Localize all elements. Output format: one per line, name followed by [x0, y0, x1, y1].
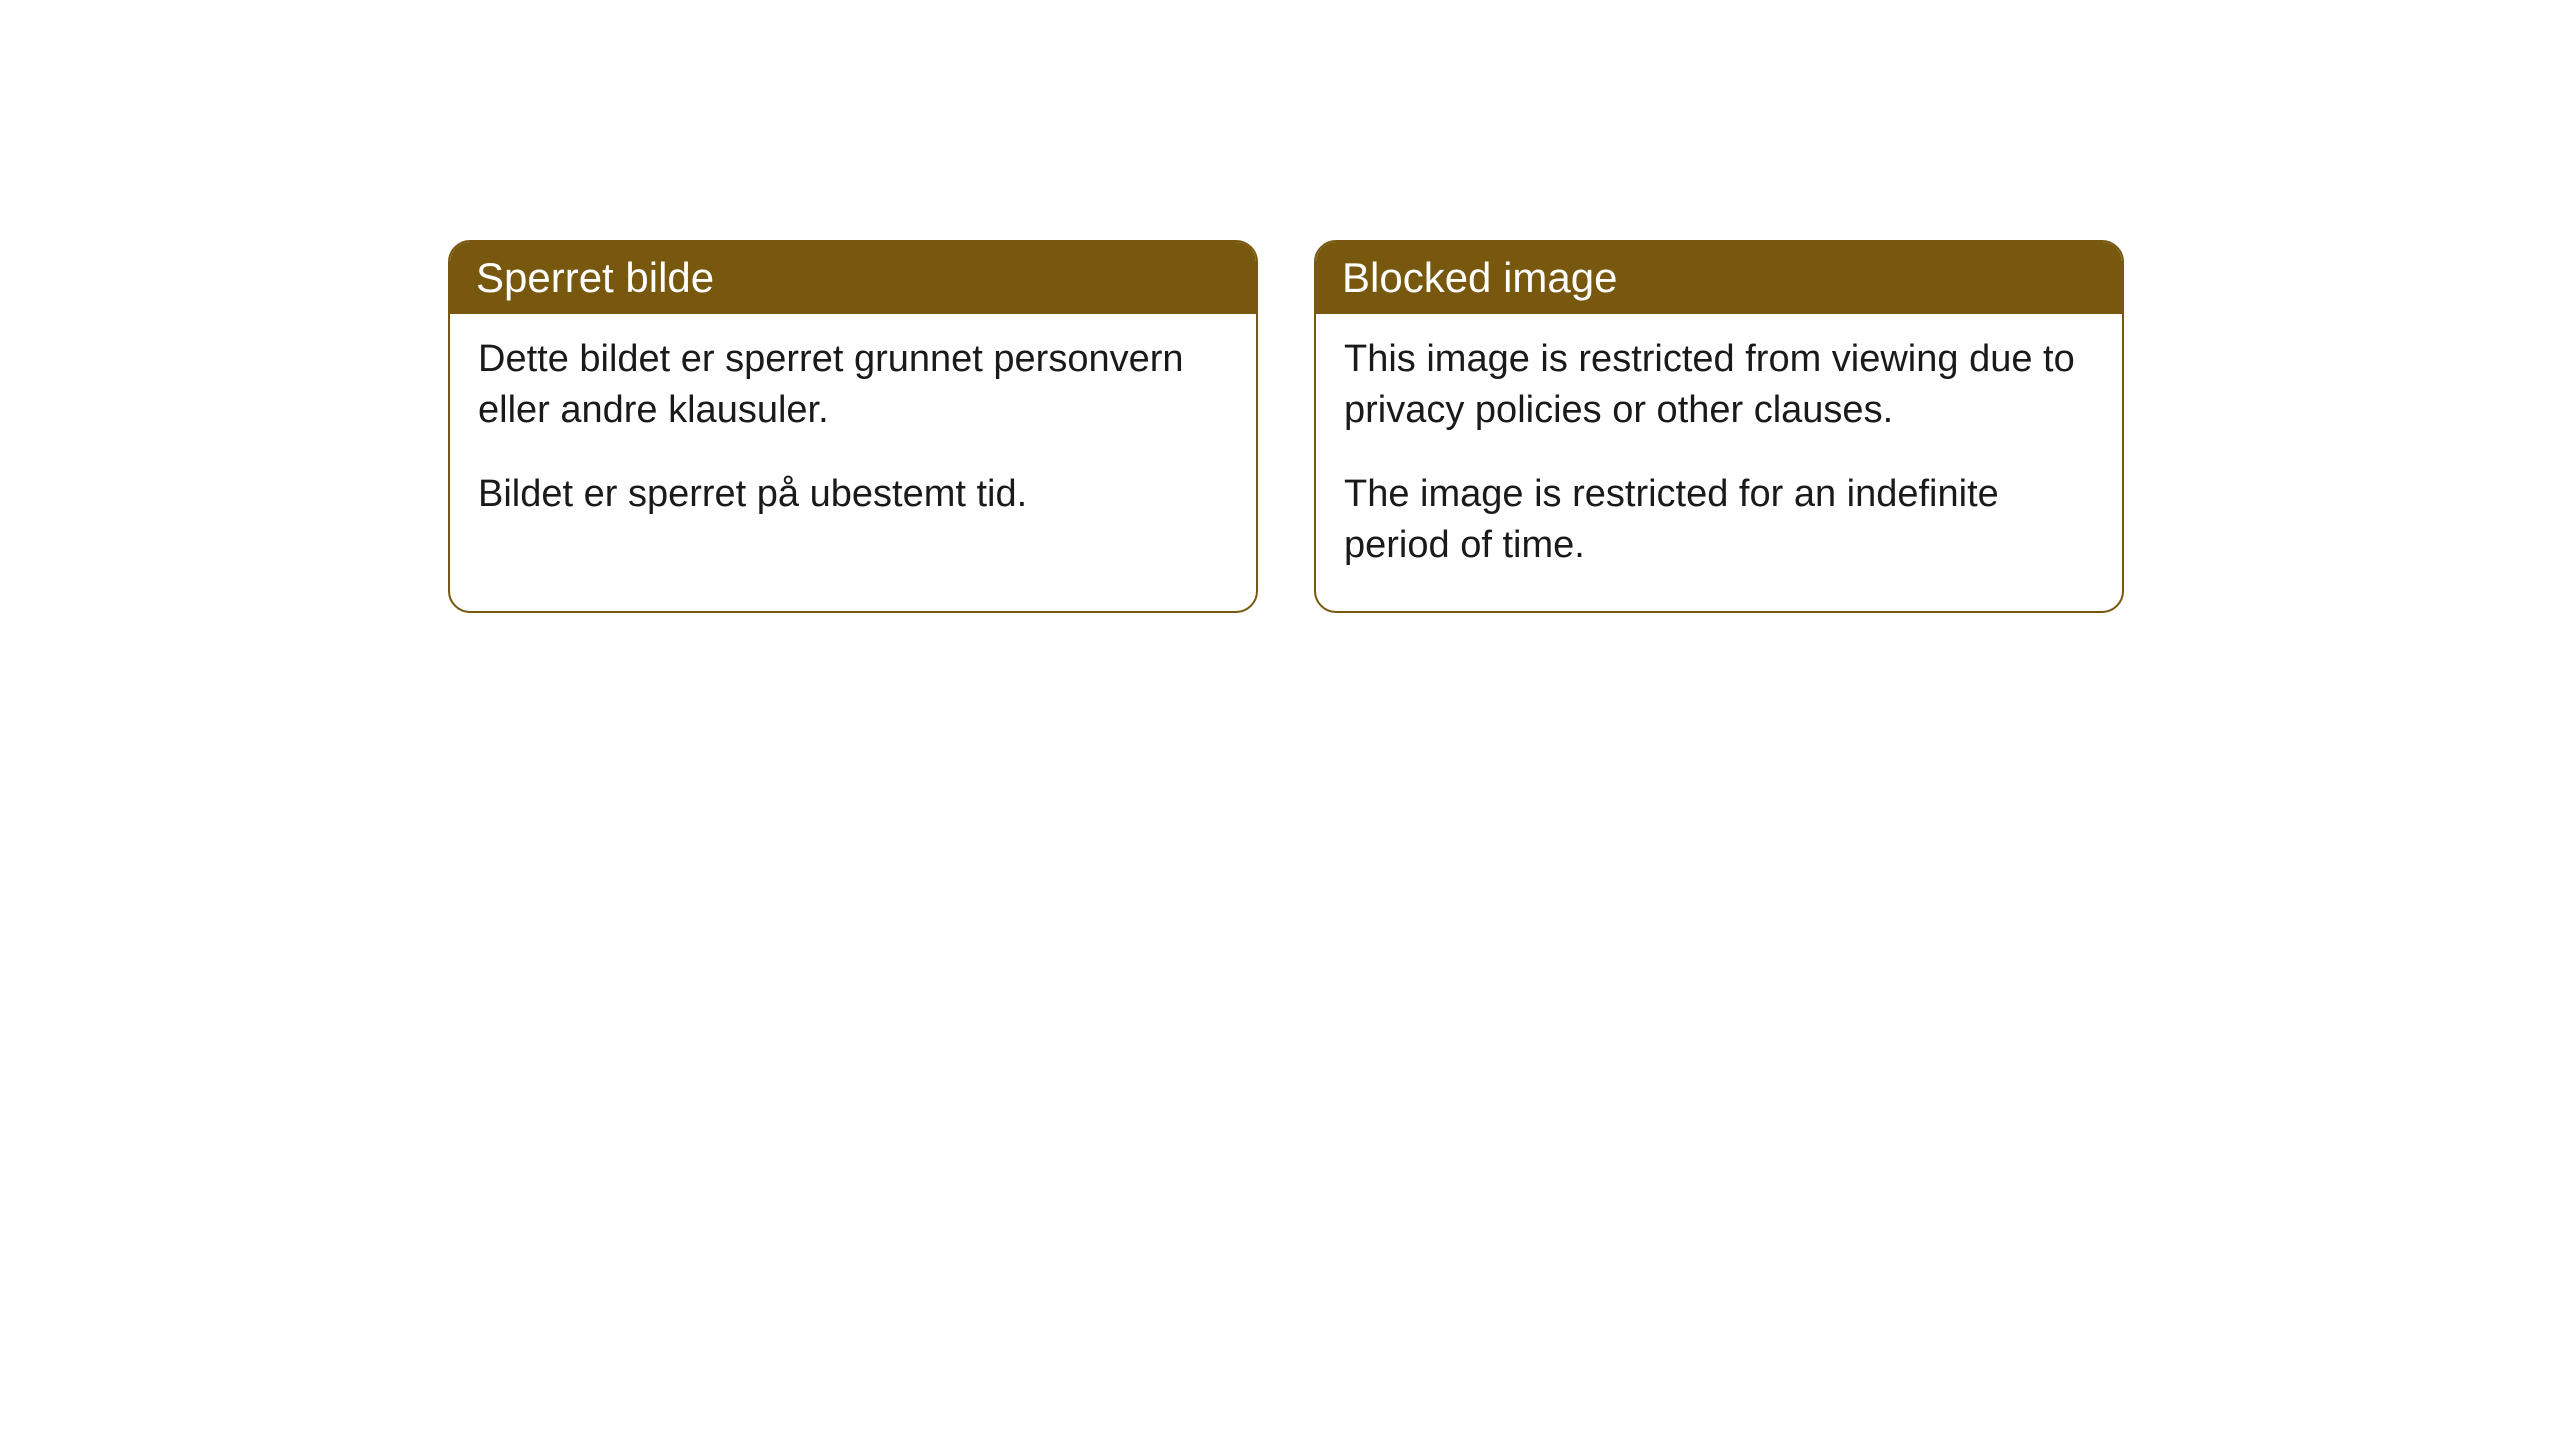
- card-paragraph: Bildet er sperret på ubestemt tid.: [478, 469, 1228, 520]
- card-header-english: Blocked image: [1316, 242, 2122, 314]
- card-title: Sperret bilde: [476, 254, 714, 301]
- info-card-norwegian: Sperret bilde Dette bildet er sperret gr…: [448, 240, 1258, 613]
- card-paragraph: The image is restricted for an indefinit…: [1344, 469, 2094, 572]
- card-body-norwegian: Dette bildet er sperret grunnet personve…: [450, 314, 1256, 560]
- card-header-norwegian: Sperret bilde: [450, 242, 1256, 314]
- card-title: Blocked image: [1342, 254, 1617, 301]
- info-cards-container: Sperret bilde Dette bildet er sperret gr…: [448, 240, 2124, 613]
- card-paragraph: This image is restricted from viewing du…: [1344, 334, 2094, 437]
- info-card-english: Blocked image This image is restricted f…: [1314, 240, 2124, 613]
- card-body-english: This image is restricted from viewing du…: [1316, 314, 2122, 611]
- card-paragraph: Dette bildet er sperret grunnet personve…: [478, 334, 1228, 437]
